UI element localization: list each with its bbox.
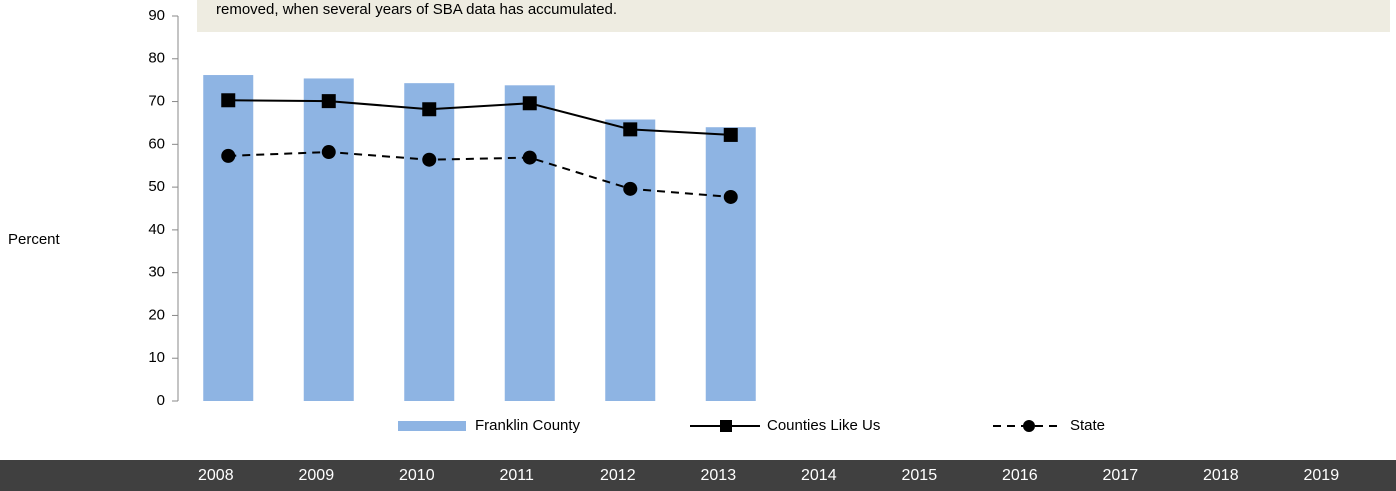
y-tick-label: 40 xyxy=(148,221,165,238)
legend-marker xyxy=(1023,420,1035,432)
legend-label: Counties Like Us xyxy=(767,417,880,434)
line xyxy=(228,99,731,136)
x-tick-label: 2011 xyxy=(500,467,535,484)
marker xyxy=(522,96,537,111)
x-tick-label: 2014 xyxy=(801,467,837,484)
marker xyxy=(321,145,336,160)
marker xyxy=(221,93,236,108)
x-tick-label: 2015 xyxy=(902,467,938,484)
annotation-box xyxy=(197,0,1390,32)
y-tick-label: 80 xyxy=(148,50,165,67)
marker xyxy=(522,150,537,165)
legend-swatch xyxy=(398,421,466,431)
bar xyxy=(404,83,455,402)
line xyxy=(228,151,731,198)
marker xyxy=(221,148,236,163)
marker xyxy=(623,181,638,196)
x-tick-label: 2018 xyxy=(1203,467,1239,484)
marker xyxy=(321,94,336,109)
x-tick-label: 2012 xyxy=(600,467,636,484)
y-tick-label: 20 xyxy=(148,306,165,323)
marker xyxy=(723,127,738,142)
y-tick-label: 10 xyxy=(148,349,165,366)
bar xyxy=(203,75,254,402)
marker xyxy=(422,102,437,117)
category-band xyxy=(0,460,1396,491)
legend-marker xyxy=(720,420,732,432)
y-tick-label: 30 xyxy=(148,264,165,281)
marker xyxy=(623,122,638,137)
legend-label: Franklin County xyxy=(475,417,581,434)
legend-label: State xyxy=(1070,417,1105,434)
bar xyxy=(605,119,656,402)
x-tick-label: 2008 xyxy=(198,467,234,484)
x-tick-label: 2017 xyxy=(1103,467,1139,484)
y-tick-label: 60 xyxy=(148,135,165,152)
y-axis-label: Percent xyxy=(8,231,61,248)
y-tick-label: 50 xyxy=(148,178,165,195)
bar xyxy=(705,127,756,401)
annotation: removed, when several years of SBA data … xyxy=(216,1,617,18)
marker xyxy=(723,189,738,204)
x-tick-label: 2019 xyxy=(1304,467,1340,484)
y-tick-label: 70 xyxy=(148,93,165,110)
y-tick-label: 0 xyxy=(157,392,165,409)
bar xyxy=(303,78,354,401)
x-tick-label: 2013 xyxy=(701,467,737,484)
x-tick-label: 2016 xyxy=(1002,467,1038,484)
x-tick-label: 2010 xyxy=(399,467,435,484)
marker xyxy=(422,152,437,167)
bar xyxy=(504,85,555,402)
x-tick-label: 2009 xyxy=(299,467,335,484)
y-tick-label: 90 xyxy=(148,7,165,24)
